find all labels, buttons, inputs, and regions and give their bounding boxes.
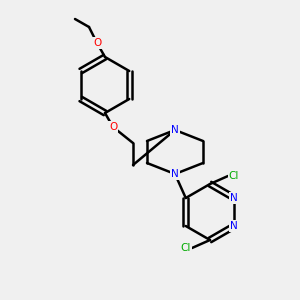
- Text: Cl: Cl: [181, 243, 191, 253]
- Text: O: O: [93, 38, 101, 48]
- Text: O: O: [109, 122, 117, 132]
- Text: N: N: [171, 169, 179, 179]
- Text: N: N: [230, 193, 238, 203]
- Text: N: N: [171, 125, 179, 135]
- Text: Cl: Cl: [229, 171, 239, 181]
- Text: N: N: [230, 221, 238, 231]
